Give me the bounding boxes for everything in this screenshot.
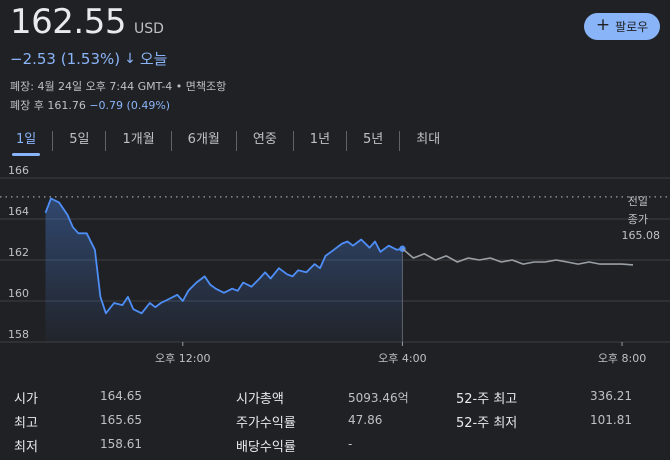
y-tick-label: 162: [8, 246, 29, 259]
tab-divider: [105, 131, 107, 151]
stat-label-52w-high: 52-주 최고: [456, 392, 518, 407]
tab-6m[interactable]: 6개월: [187, 132, 220, 147]
y-tick-label: 164: [8, 205, 29, 218]
after-hours-info: 폐장 후 161.76 −0.79 (0.49%): [10, 97, 170, 113]
arrow-down-icon: ↓: [124, 50, 136, 67]
y-tick-label: 166: [8, 164, 29, 177]
stat-value-market-cap: 5093.46억: [348, 391, 409, 405]
stat-label-market-cap: 시가총액: [236, 392, 284, 407]
stat-label-pe-ratio: 주가수익률: [236, 416, 296, 431]
tab-divider: [170, 131, 172, 151]
stat-label-high: 최고: [14, 416, 38, 431]
tab-5d[interactable]: 5일: [69, 132, 90, 147]
stat-value-low: 158.61: [100, 437, 142, 451]
stat-value-pe-ratio: 47.86: [348, 413, 383, 427]
x-tick-label: 오후 12:00: [155, 352, 210, 365]
tab-5y[interactable]: 5년: [363, 132, 384, 147]
range-tabs: 1일 5일 1개월 6개월 연중 1년 5년 최대: [0, 126, 456, 156]
after-hours-line: [401, 248, 634, 266]
change-period: 오늘: [139, 50, 168, 68]
tab-max[interactable]: 최대: [416, 132, 441, 147]
tab-divider: [52, 131, 54, 151]
x-tick-label: 오후 8:00: [598, 352, 646, 365]
price-change: −2.53 (1.53%): [10, 49, 121, 68]
after-hours-price: 폐장 후 161.76: [10, 99, 86, 112]
stat-value-52w-high: 336.21: [590, 389, 632, 403]
x-tick-label: 오후 4:00: [378, 352, 426, 365]
tab-divider: [235, 131, 237, 151]
stat-value-52w-low: 101.81: [590, 413, 632, 427]
follow-button[interactable]: + 팔로우: [584, 13, 660, 40]
plus-icon: +: [595, 15, 611, 35]
stat-label-low: 최저: [14, 440, 38, 455]
follow-button-label: 팔로우: [615, 20, 649, 34]
price-change-row: −2.53 (1.53%) ↓ 오늘: [10, 48, 167, 69]
tab-ytd[interactable]: 연중: [252, 132, 277, 147]
y-tick-label: 158: [8, 328, 29, 341]
stat-label-dividend-yield: 배당수익률: [236, 440, 296, 455]
close-info[interactable]: 폐장: 4월 24일 오후 7:44 GMT-4 • 면책조항: [10, 80, 227, 93]
tab-1d[interactable]: 1일: [0, 126, 52, 156]
price-row: 162.55 USD: [10, 2, 164, 42]
tab-divider: [292, 131, 294, 151]
y-tick-label: 160: [8, 287, 29, 300]
after-hours-change: −0.79 (0.49%): [89, 99, 171, 112]
current-price: 162.55: [10, 2, 126, 42]
stat-value-open: 164.65: [100, 389, 142, 403]
price-chart-svg[interactable]: 166 164 162 160 158 오후 12:00 오후 4:00 오후 8:00 전일종…: [0, 160, 670, 370]
previous-close-value: 165.08: [622, 229, 661, 242]
tab-divider: [346, 131, 348, 151]
previous-close-label: 전일: [628, 194, 648, 208]
regular-session-line: [44, 197, 403, 315]
stat-value-dividend-yield: -: [348, 437, 353, 451]
stat-label-open: 시가: [14, 392, 38, 407]
regular-session-area: [45, 198, 403, 342]
tab-1y[interactable]: 1년: [309, 132, 331, 147]
tab-1m[interactable]: 1개월: [122, 132, 155, 147]
stat-value-high: 165.65: [100, 413, 142, 427]
tab-divider: [399, 131, 401, 151]
stat-label-52w-low: 52-주 최저: [456, 416, 518, 431]
previous-close-label: 종가: [628, 213, 648, 226]
currency-label: USD: [133, 21, 164, 37]
